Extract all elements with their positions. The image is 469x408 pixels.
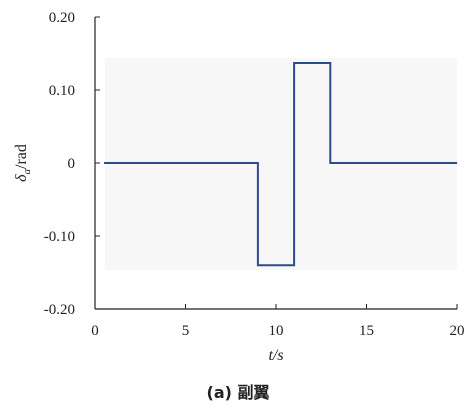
x-axis-ticks (94, 304, 458, 309)
x-tick-label: 15 (359, 323, 374, 339)
y-tick-label: -0.20 (44, 302, 75, 318)
series-line (104, 62, 457, 267)
series-layer (104, 62, 457, 267)
x-tick-label: 10 (269, 323, 284, 339)
x-axis-tick-labels: 0 5 10 15 20 (91, 323, 464, 339)
y-tick-label: -0.10 (44, 229, 75, 245)
y-axis-tick-labels: 0.20 0.10 0 -0.10 -0.20 (44, 10, 75, 318)
y-axis-title-sub: a (21, 168, 33, 174)
y-axis-ticks (95, 16, 100, 310)
y-tick-label: 0 (68, 156, 76, 172)
y-tick-label: 0.10 (49, 83, 75, 99)
y-tick-label: 0.20 (49, 10, 75, 26)
x-tick-label: 0 (91, 323, 99, 339)
x-axis-title-main: t/s (268, 347, 283, 364)
y-axis-title-main: δ (13, 174, 30, 182)
x-axis-title: t/s (268, 347, 283, 364)
y-axis-title-unit: /rad (13, 144, 30, 169)
y-axis-title: δa/rad (13, 144, 33, 182)
x-tick-label: 5 (182, 323, 190, 339)
figure-caption: (a) 副翼 (207, 383, 270, 402)
x-tick-label: 20 (450, 323, 465, 339)
